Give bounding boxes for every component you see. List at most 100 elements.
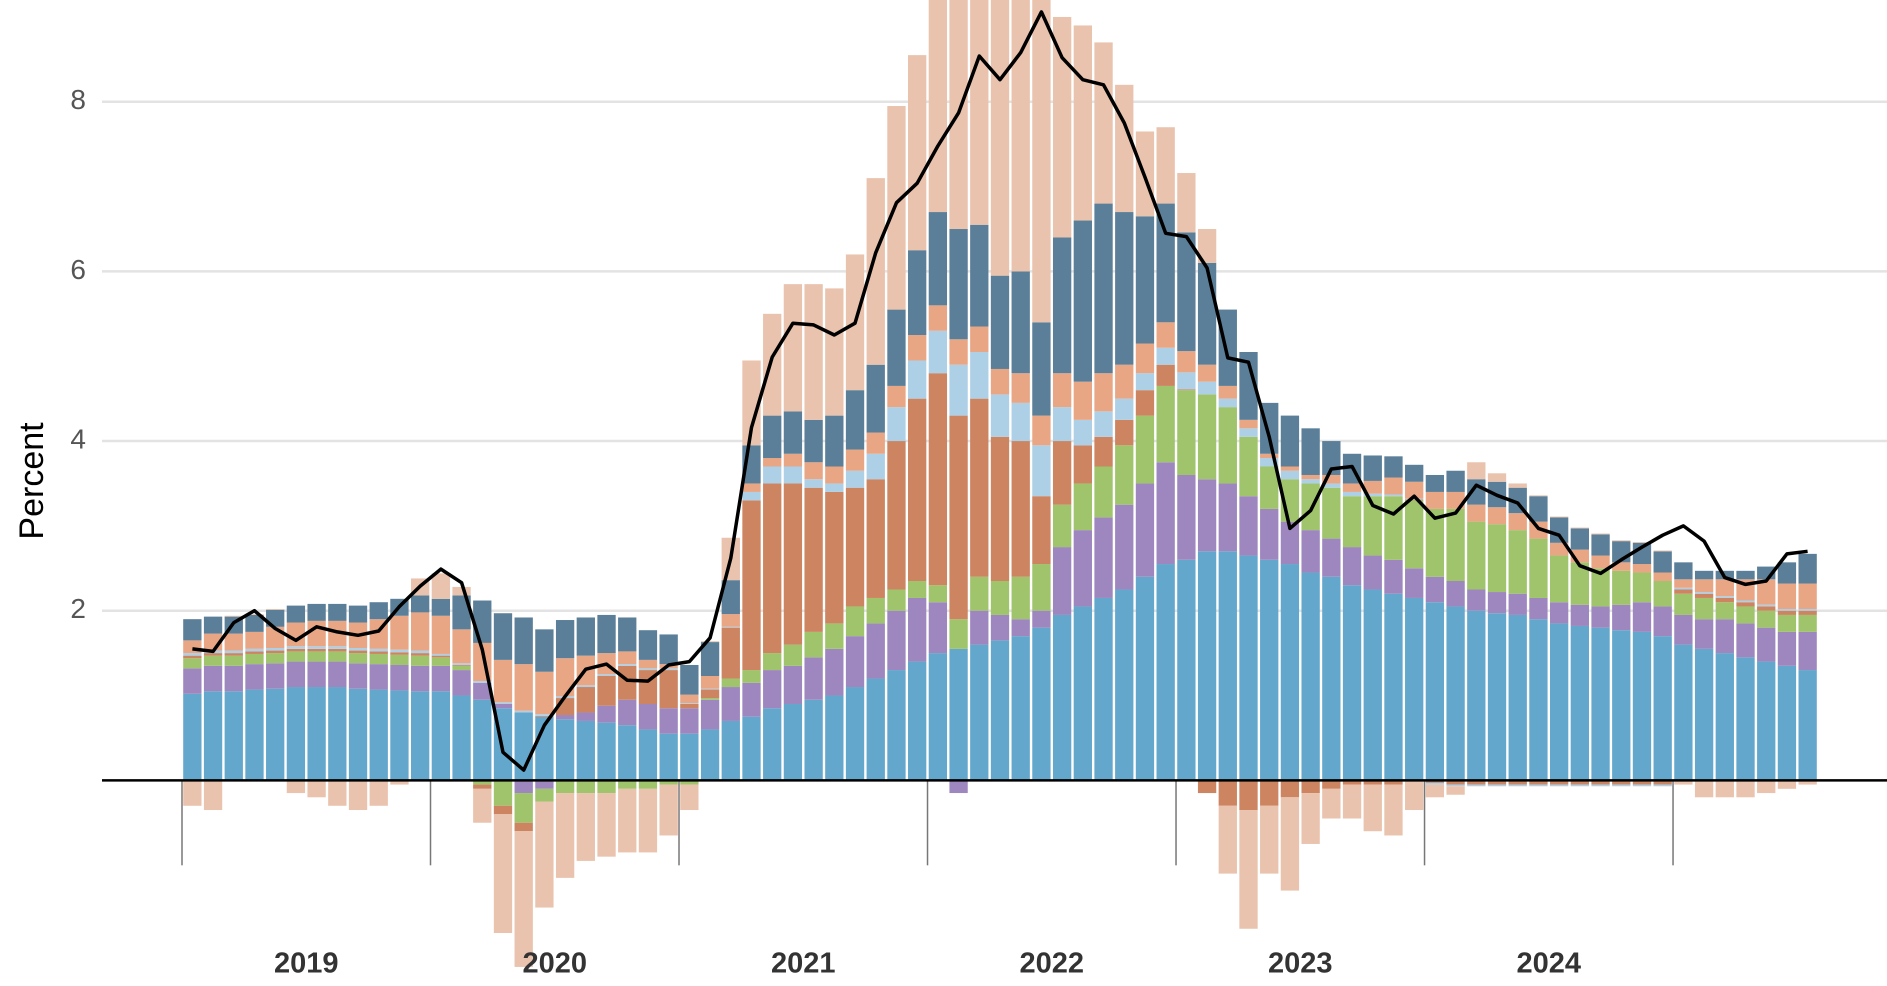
bar-segment [1011,636,1030,781]
bar-segment [1384,593,1403,781]
bar-segment [410,691,430,781]
bar-segment [1529,495,1548,497]
bar-segment [493,780,513,806]
bar-segment [1549,517,1569,543]
bar-segment [1032,445,1051,497]
bar-segment [845,687,865,781]
bar-segment [245,664,264,690]
bar-segment [638,788,658,853]
bar-segment [1612,604,1631,631]
bar-segment [1218,407,1237,484]
bar-segment [742,670,761,683]
bar-segment [1757,579,1776,605]
bar-segment [1405,481,1424,499]
bar-segment [369,648,388,652]
bar-segment [245,614,264,632]
bar-segment [1322,483,1341,488]
bar-segment [763,415,782,459]
bar-segment [680,733,699,781]
bar-segment [576,720,595,781]
bar-segment [866,678,885,781]
bar-segment [1052,441,1072,505]
bar-segment [825,491,844,624]
bar-segment [1177,390,1196,475]
bar-segment [1052,16,1072,238]
bar-segment [1446,784,1465,787]
bar-segment [1798,608,1817,611]
bar-segment [970,351,989,399]
bar-segment [1405,464,1424,482]
bar-segment [266,653,285,664]
bar-segment [908,581,927,598]
bar-segment [555,719,575,781]
bar-segment [1135,576,1155,781]
bar-segment [348,605,368,623]
bar-segment [1280,780,1300,798]
bar-segment [928,585,948,603]
bar-segment [804,699,823,781]
bar-segment [1736,623,1755,658]
bar-segment [1715,579,1734,597]
bar-segment [1508,593,1527,615]
bar-segment [266,650,285,654]
y-axis-label: Percent [13,422,51,540]
bar-segment [990,368,1010,395]
bar-segment [307,651,326,662]
bar-segment [224,650,243,654]
bar-segment [1301,780,1320,794]
bar-segment [369,651,388,654]
bar-segment [1218,780,1237,806]
bar-segment [700,642,720,677]
bar-segment [1011,271,1030,374]
bar-segment [1798,670,1817,781]
bar-segment [1487,613,1507,781]
bar-segment [783,703,803,781]
bar-segment [431,653,451,656]
bar-segment [1073,381,1092,420]
bar-segment [1032,496,1051,565]
bar-segment [1156,127,1175,204]
bar-segment [1301,428,1320,475]
bar-segment [887,670,906,781]
bar-segment [949,648,968,781]
bar-segment [1632,602,1652,632]
bar-segment [1197,364,1217,382]
bar-segment [1322,441,1341,475]
bar-segment [348,648,368,651]
bar-segment [307,646,326,649]
bar-segment [1405,568,1424,598]
bar-segment [431,657,451,666]
bar-segment [514,793,533,823]
bar-segment [390,654,409,665]
bar-segment [1653,550,1672,552]
bar-segment [597,674,616,677]
bar-segment [1156,347,1175,365]
bar-segment [1425,782,1445,785]
bar-segment [1487,524,1507,593]
bar-segment [928,602,948,654]
bar-segment [1301,572,1320,781]
bar-segment [1591,780,1610,785]
bar-segment [845,606,865,637]
bar-segment [307,648,326,652]
bar-segment [866,364,885,433]
bar-segment [203,780,223,811]
bar-segment [1674,644,1693,781]
bar-segment [224,691,243,781]
bar-segment [1156,322,1175,348]
bar-segment [1570,625,1590,781]
bar-segment [1156,385,1175,463]
bar-segment [1342,483,1362,492]
y-tick-label: 4 [70,423,86,454]
bar-segment [928,0,948,213]
bar-segment [183,668,202,694]
bar-segment [1115,364,1134,399]
bar-segment [183,780,202,806]
bar-segment [390,780,409,785]
bar-segment [1342,491,1362,497]
bar-segment [1777,614,1797,632]
bar-segment [1632,541,1652,543]
bar-segment [990,640,1010,781]
bar-segment [1363,780,1382,785]
bar-segment [535,629,554,672]
